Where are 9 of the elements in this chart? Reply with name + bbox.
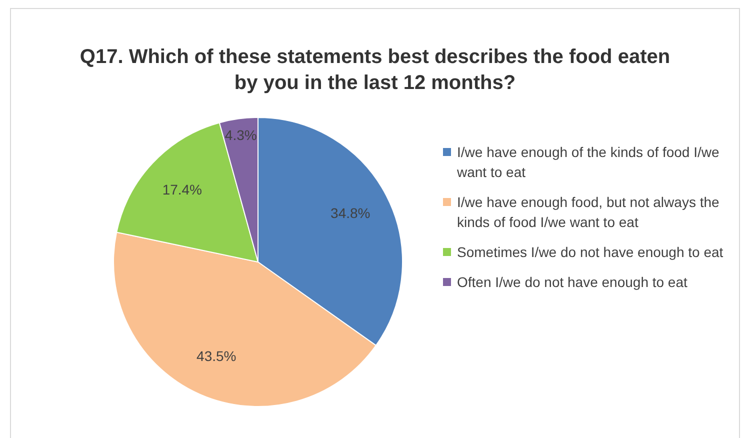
chart-title: Q17. Which of these statements best describes the food eaten by you in the last 12 months? [78,45,672,96]
legend-label: I/we have enough food, but not always the kinds of food I/we want to eat [457,193,720,232]
legend-label: Sometimes I/we do not have enough to eat [457,243,724,262]
data-label: 34.8% [330,205,370,222]
legend-label: Often I/we do not have enough to eat [457,273,688,292]
data-label: 17.4% [162,182,202,198]
data-label: 43.5% [196,348,236,364]
data-label: 4.3% [224,126,257,143]
legend-label: I/we have enough of the kinds of food I/we want to eat [457,143,720,182]
